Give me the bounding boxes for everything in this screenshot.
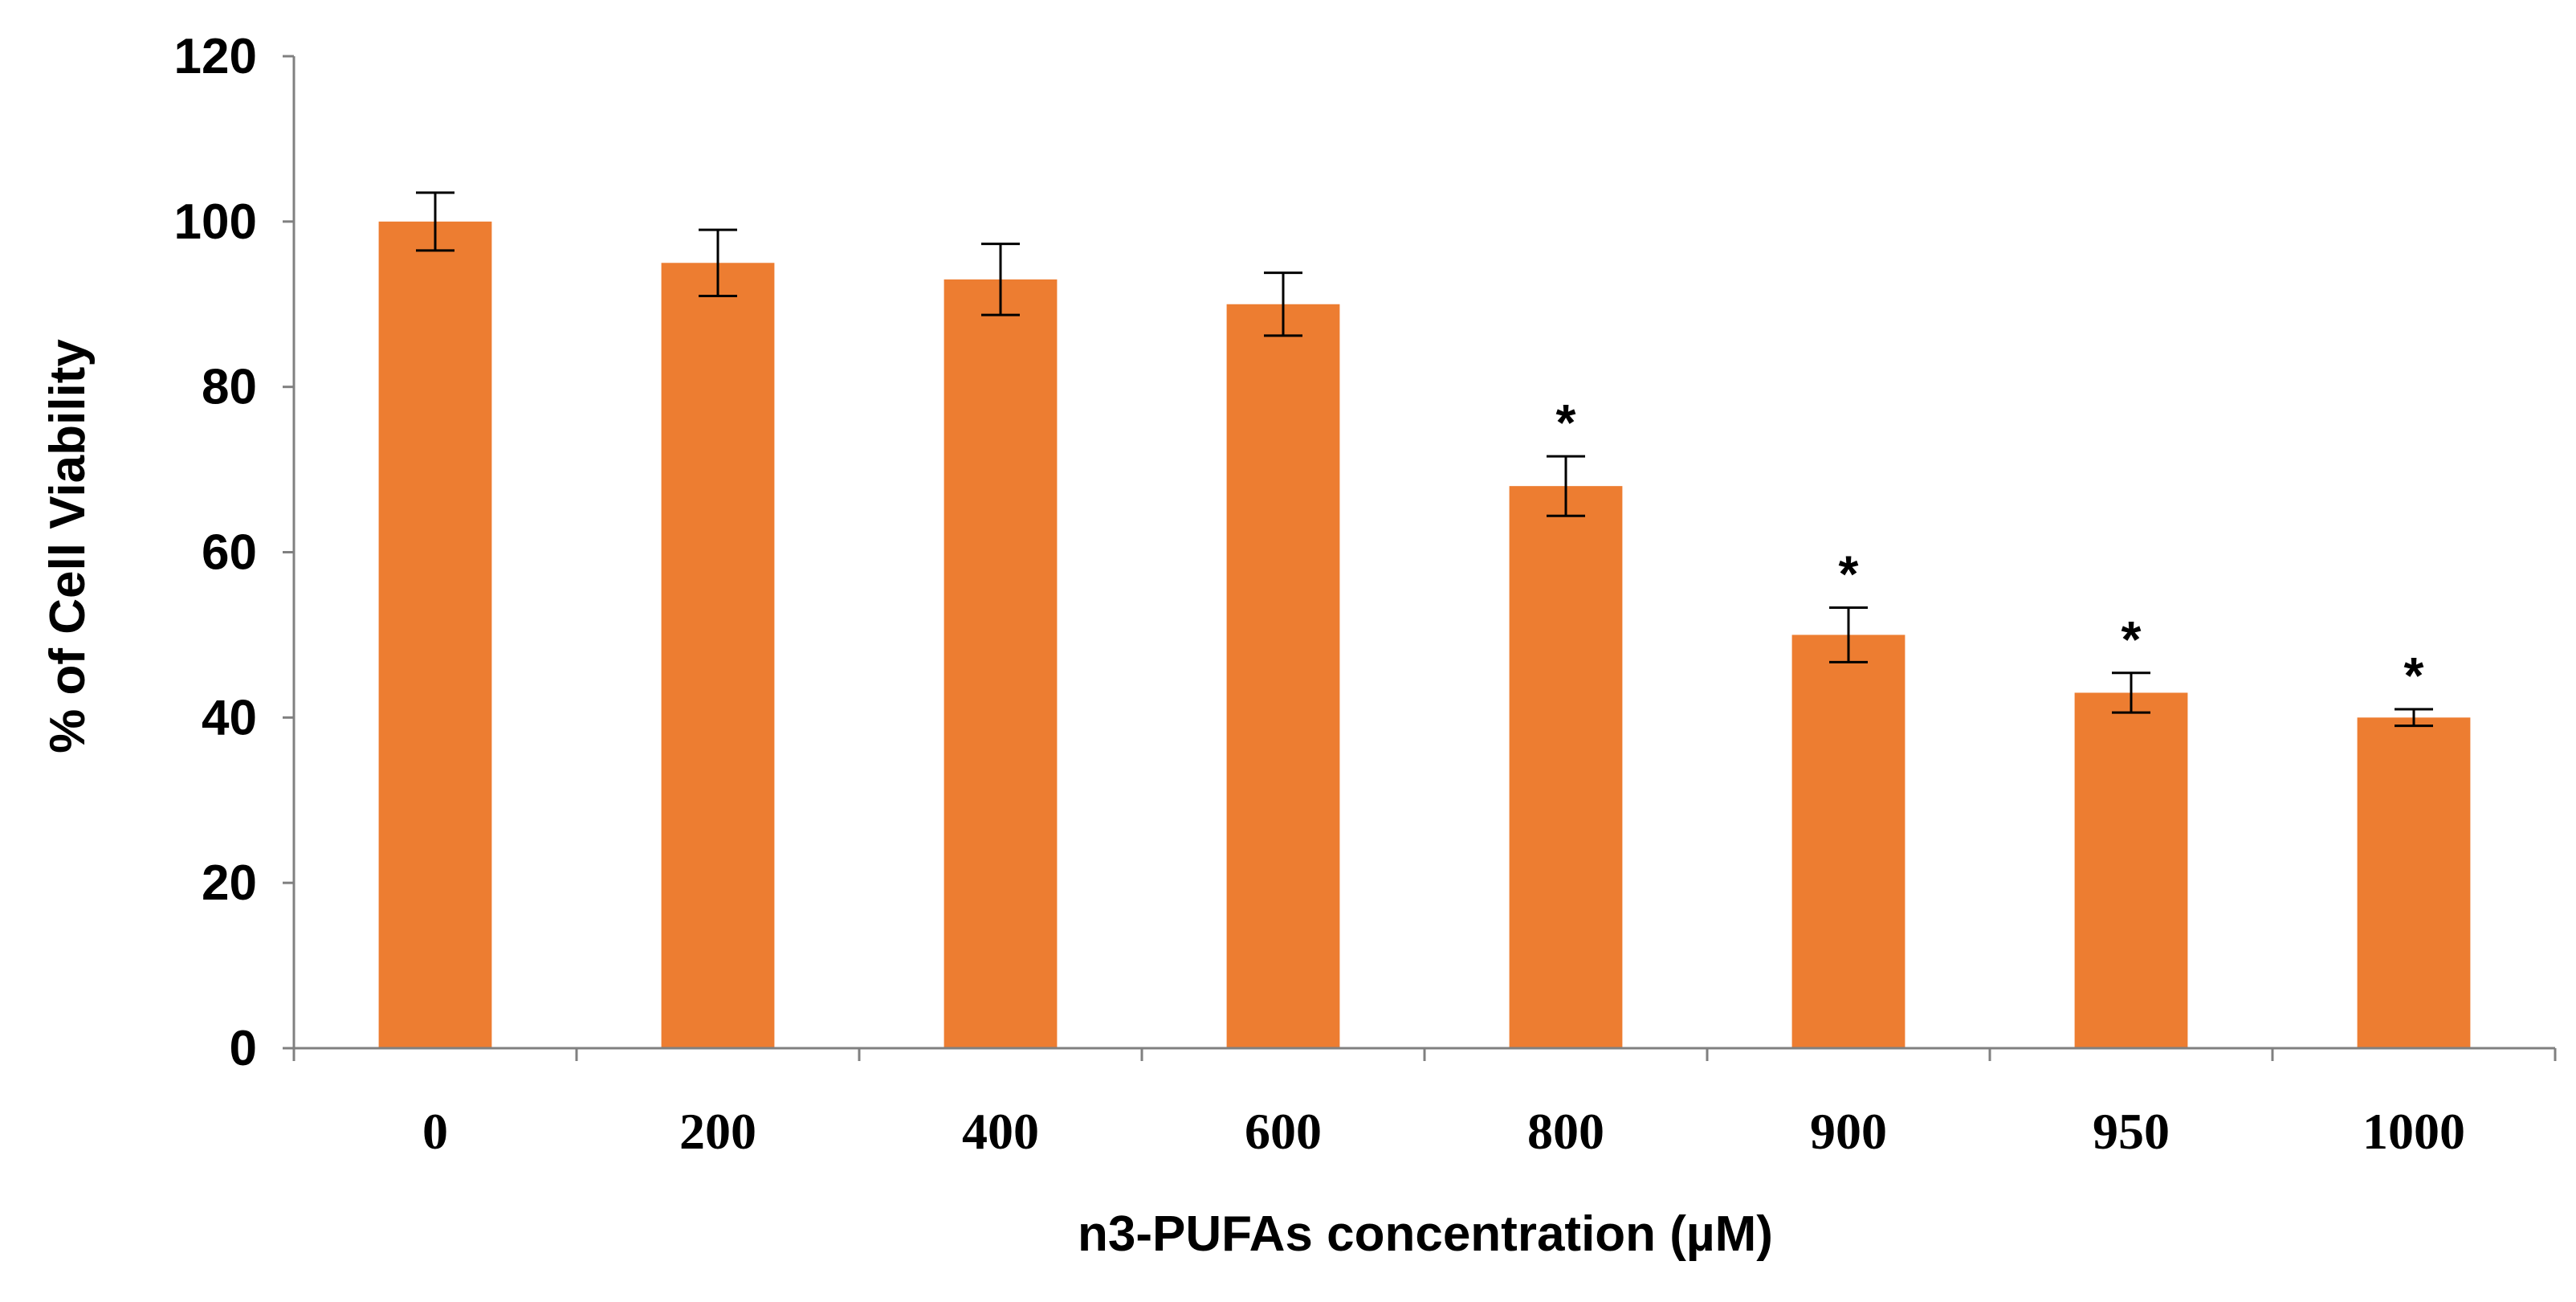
y-ticks-layer: 0 20 40 60 80 100 120 xyxy=(174,29,294,1076)
significance-marker: * xyxy=(1556,394,1576,451)
bars-layer xyxy=(378,221,2471,1049)
significance-marker: * xyxy=(2122,610,2142,668)
bar xyxy=(1791,635,1906,1048)
y-tick-label: 100 xyxy=(174,194,257,250)
x-tick-label: 0 xyxy=(422,1103,448,1160)
y-tick-label: 80 xyxy=(202,360,257,415)
y-tick-label: 40 xyxy=(202,690,257,745)
x-tick-label: 950 xyxy=(2093,1103,2170,1160)
error-bars-layer xyxy=(416,191,2433,728)
bar xyxy=(2357,717,2471,1048)
y-tick-label: 60 xyxy=(202,525,257,581)
significance-markers-layer: * * * * xyxy=(1556,394,2424,704)
x-tick-label: 400 xyxy=(962,1103,1039,1160)
bar xyxy=(1226,304,1340,1048)
x-tick-label: 1000 xyxy=(2362,1103,2465,1160)
bar xyxy=(661,263,775,1049)
y-tick-label: 120 xyxy=(174,29,257,84)
x-tick-label: 800 xyxy=(1527,1103,1604,1160)
x-tick-label: 900 xyxy=(1810,1103,1887,1160)
bar xyxy=(2074,692,2188,1048)
bar xyxy=(378,221,492,1048)
y-tick-label: 20 xyxy=(202,855,257,911)
x-axis-title: n3-PUFAs concentration (µM) xyxy=(1078,1206,1773,1262)
significance-marker: * xyxy=(1839,545,1859,602)
x-tick-label: 200 xyxy=(679,1103,756,1160)
significance-marker: * xyxy=(2404,647,2424,704)
y-tick-label: 0 xyxy=(230,1021,257,1076)
axes-layer xyxy=(292,56,2555,1050)
bar xyxy=(1509,486,1623,1048)
y-axis-title: % of Cell Viability xyxy=(40,339,96,753)
x-tick-label: 600 xyxy=(1245,1103,1322,1160)
bar xyxy=(944,279,1058,1048)
x-ticks-layer: 0 200 400 600 800 900 950 1000 xyxy=(292,1048,2557,1160)
